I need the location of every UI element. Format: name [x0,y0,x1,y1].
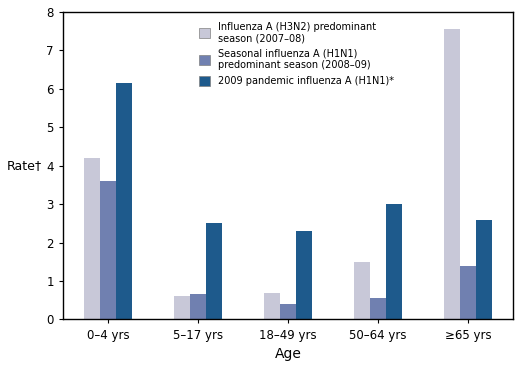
Bar [370,298,386,319]
X-axis label: Age: Age [275,347,302,361]
Bar [444,29,460,319]
Y-axis label: Rate†: Rate† [7,159,42,172]
Bar [174,296,190,319]
Legend: Influenza A (H3N2) predominant
season (2007–08), Seasonal influenza A (H1N1)
pre: Influenza A (H3N2) predominant season (2… [194,17,399,91]
Bar [206,223,222,319]
Bar [386,204,402,319]
Bar [476,220,492,319]
Bar [460,266,476,319]
Bar [354,262,370,319]
Bar [116,83,132,319]
Bar [264,293,280,319]
Bar [296,231,313,319]
Bar [280,304,296,319]
Bar [100,181,116,319]
Bar [84,158,100,319]
Bar [190,294,206,319]
